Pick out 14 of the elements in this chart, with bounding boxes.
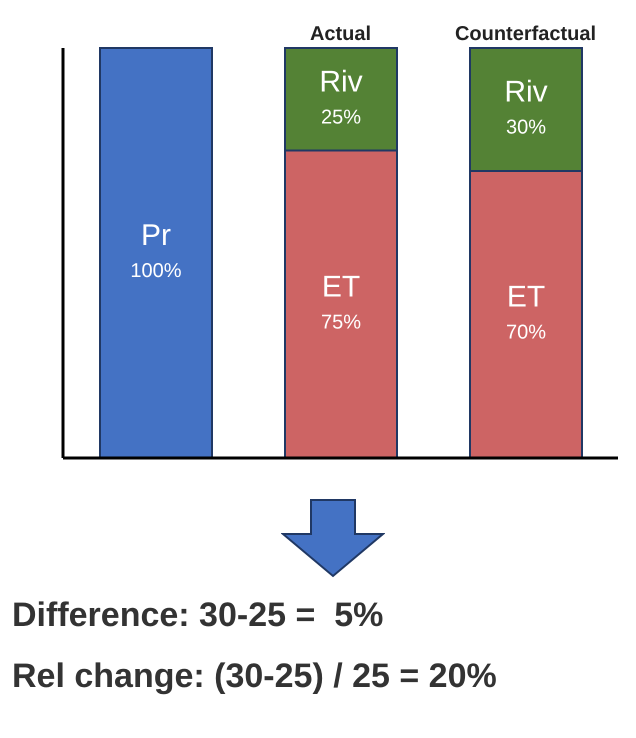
series-label: Riv	[319, 65, 363, 98]
data-label: 25%	[320, 106, 362, 128]
series-label: Pr	[141, 219, 172, 252]
data-label: 30%	[506, 116, 546, 138]
data-label: 70%	[506, 322, 546, 344]
text: ET	[506, 280, 546, 314]
text: Riv	[504, 76, 548, 108]
text: Rel change: (30-25) / 25 = 20%	[12, 657, 498, 696]
text: Difference: 30-25 = 5%	[12, 596, 384, 635]
x-tick-label: Actual	[310, 23, 372, 45]
data-label: 100%	[130, 260, 182, 282]
series-label: ET	[322, 270, 360, 304]
x-tick-label: Counterfactual	[454, 23, 596, 45]
data-label: 75%	[320, 311, 362, 334]
